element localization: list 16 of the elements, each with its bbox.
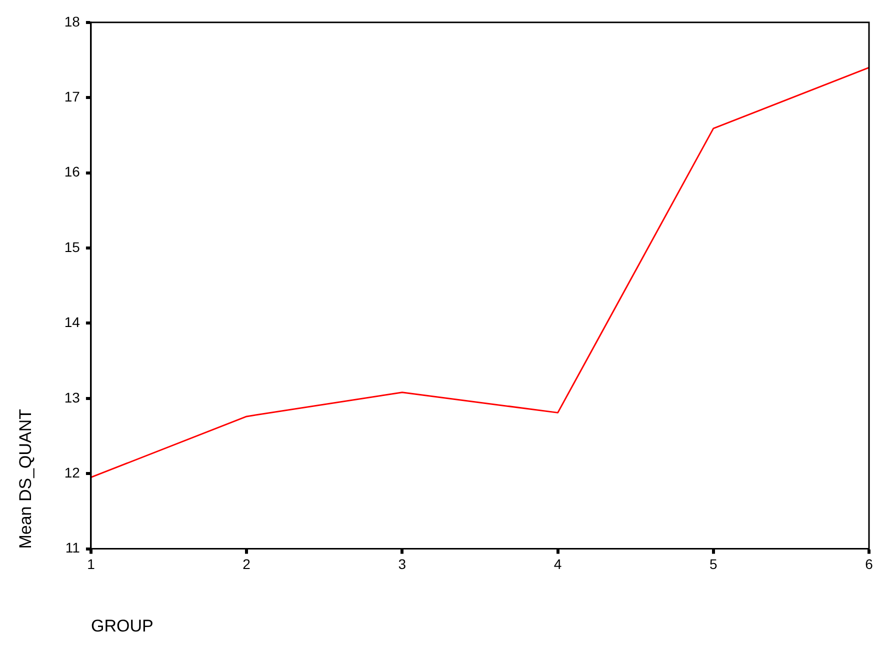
x-tick-label: 5 xyxy=(709,556,718,572)
x-tick-label: 3 xyxy=(398,556,406,572)
y-tick-label: 17 xyxy=(64,88,80,104)
x-tick-label: 4 xyxy=(554,556,562,572)
y-tick-label: 13 xyxy=(64,389,80,406)
x-tick-label: 1 xyxy=(87,556,96,572)
y-tick-label: 16 xyxy=(64,164,80,180)
y-tick-label: 14 xyxy=(64,314,80,330)
x-axis-title: GROUP xyxy=(90,616,154,636)
y-tick-label: 18 xyxy=(64,13,80,30)
y-tick-label: 15 xyxy=(64,238,80,255)
y-tick-label: 11 xyxy=(65,540,80,556)
y-axis-title: Mean DS_QUANT xyxy=(16,408,35,549)
x-tick-label: 6 xyxy=(865,556,874,572)
y-tick-label: 12 xyxy=(64,464,80,480)
x-tick-label: 2 xyxy=(242,556,251,572)
